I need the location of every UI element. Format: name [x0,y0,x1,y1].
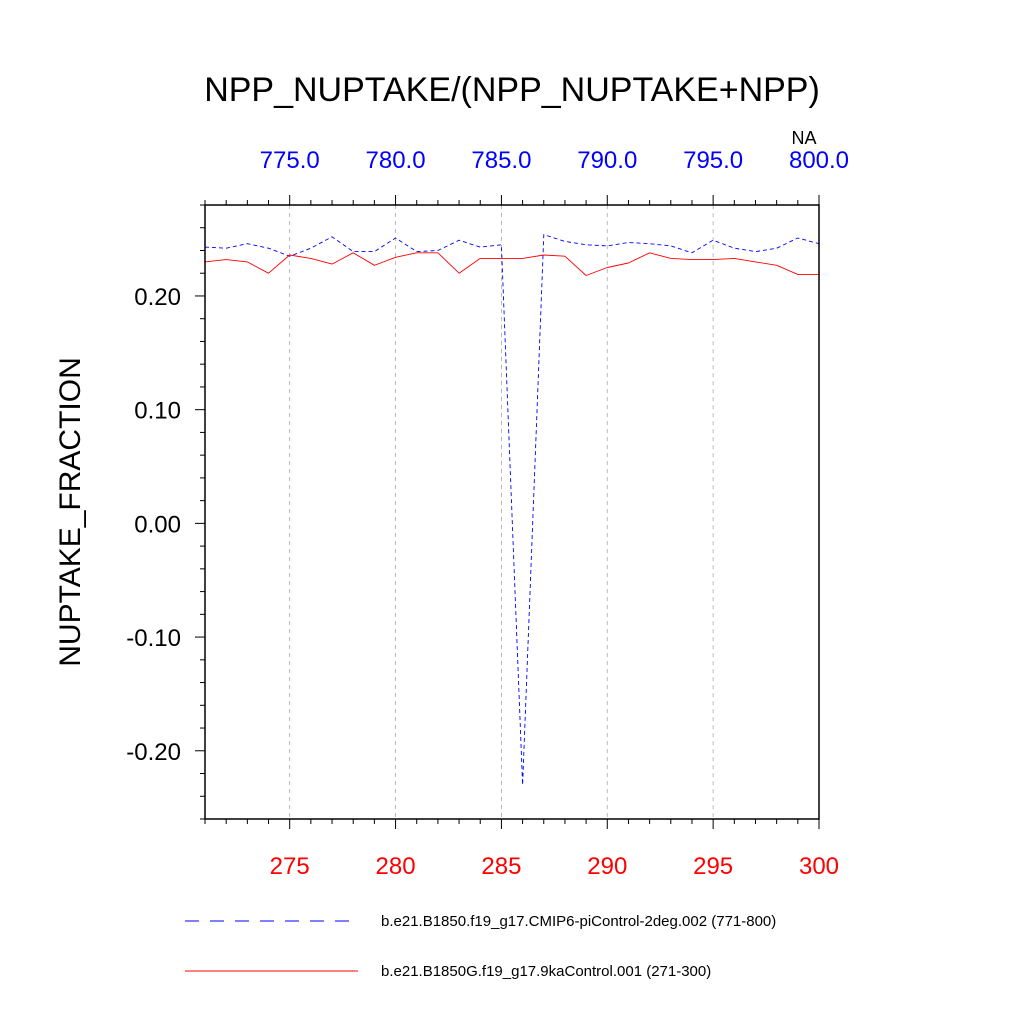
y-tick-label: 0.00 [134,511,181,538]
top-x-tick-label: 795.0 [683,147,743,174]
bottom-x-tick-label: 290 [587,853,627,880]
bottom-x-tick-labels: 275 280 285 290 295 300 [270,853,839,880]
plot-frame [204,204,820,820]
top-x-tick-label: 790.0 [577,147,637,174]
bottom-x-tick-label: 275 [270,853,310,880]
minor-ticks [200,200,799,824]
bottom-x-tick-label: 295 [693,853,733,880]
chart-title: NPP_NUPTAKE/(NPP_NUPTAKE+NPP) [204,71,820,109]
bottom-x-tick-label: 280 [376,853,416,880]
bottom-x-tick-label: 285 [481,853,521,880]
major-ticks [195,195,820,829]
top-x-tick-label: 775.0 [260,147,320,174]
top-x-tick-label: 800.0 [789,147,849,174]
series-line-1 [204,234,820,786]
y-tick-label: -0.10 [126,625,181,652]
top-x-tick-label: 780.0 [366,147,426,174]
legend-label-series-2: b.e21.B1850G.f19_g17.9kaControl.001 (271… [381,963,711,980]
grid-lines [289,205,714,819]
y-tick-label: 0.20 [134,284,181,311]
y-tick-labels: 0.20 0.10 0.00 -0.10 -0.20 [126,284,181,766]
top-axis-na-label: NA [791,128,816,148]
series-line-2 [204,252,819,276]
series-lines [204,234,820,786]
y-axis-label: NUPTAKE_FRACTION [54,357,87,666]
y-tick-label: 0.10 [134,398,181,425]
legend-label-series-1: b.e21.B1850.f19_g17.CMIP6-piControl-2deg… [381,913,776,930]
bottom-x-tick-label: 300 [799,853,839,880]
y-tick-label: -0.20 [126,739,181,766]
legend: b.e21.B1850.f19_g17.CMIP6-piControl-2deg… [185,913,776,980]
top-x-tick-labels: 775.0 780.0 785.0 790.0 795.0 800.0 [260,147,849,174]
top-x-tick-label: 785.0 [471,147,531,174]
